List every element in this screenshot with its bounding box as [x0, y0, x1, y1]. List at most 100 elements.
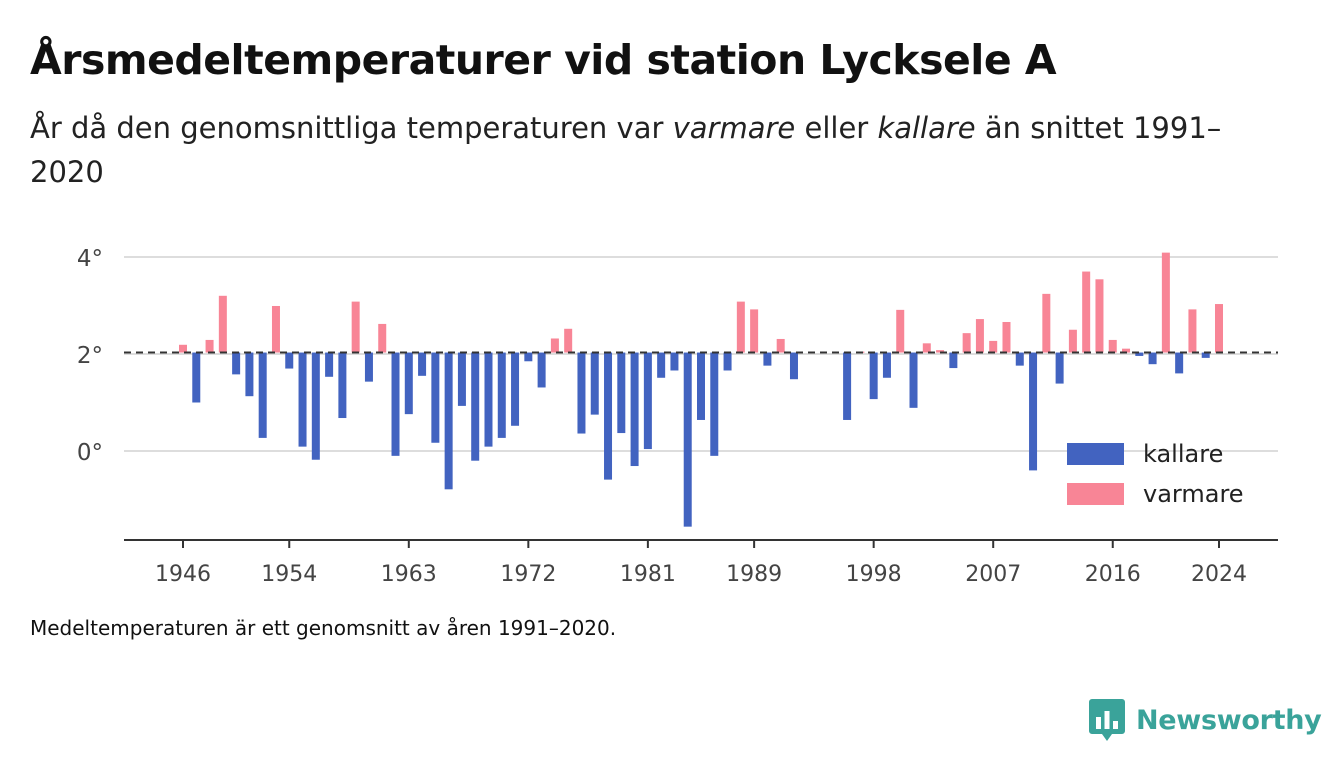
bar-warm: [1122, 348, 1131, 353]
bar-warm: [271, 305, 280, 353]
bar-cold: [537, 352, 546, 388]
bar-cold: [843, 352, 852, 420]
x-tick-label: 1954: [261, 562, 317, 587]
legend-swatch: [1067, 443, 1124, 465]
bar-cold: [604, 352, 613, 480]
bar-cold: [484, 352, 493, 447]
bar-cold: [471, 352, 480, 461]
bar-cold: [311, 352, 320, 460]
chart-subtitle: År då den genomsnittliga temperaturen va…: [30, 106, 1250, 194]
bar-warm: [975, 319, 984, 353]
bar-cold: [949, 352, 958, 369]
x-tick-label: 1981: [620, 562, 676, 587]
bar-cold: [1175, 352, 1184, 374]
bar-warm: [1161, 252, 1170, 353]
bar-cold: [683, 352, 692, 527]
bar-cold: [763, 352, 772, 366]
legend-swatch: [1067, 483, 1124, 505]
bar-cold: [1148, 352, 1157, 365]
y-tick-label: 0°: [77, 440, 103, 466]
x-tick-label: 2024: [1191, 562, 1247, 587]
y-tick-label: 2°: [77, 343, 103, 369]
bar-cold: [577, 352, 586, 434]
bar-cold: [325, 352, 334, 377]
bar-cold: [457, 352, 466, 406]
bar-warm: [564, 328, 573, 353]
bar-cold: [1015, 352, 1024, 366]
bar-warm: [218, 295, 227, 353]
bar-cold: [258, 352, 267, 438]
bar-cold: [524, 352, 533, 362]
x-tick-label: 2007: [965, 562, 1021, 587]
chart-title: Årsmedeltemperaturer vid station Lycksel…: [30, 36, 1057, 84]
subtitle-text-3: än snittet 1991–2020: [30, 111, 1222, 189]
brand-name: Newsworthy: [1136, 704, 1322, 736]
subtitle-text-2: eller: [795, 111, 878, 145]
bar-cold: [285, 352, 294, 369]
bar-warm: [922, 343, 931, 353]
bar-cold: [657, 352, 666, 378]
bar-warm: [179, 344, 187, 353]
bar-cold: [670, 352, 679, 371]
bar-warm: [776, 338, 785, 353]
bar-warm: [736, 301, 745, 353]
bar-cold: [497, 352, 506, 438]
bar-cold: [404, 352, 413, 415]
bar-warm: [1042, 293, 1051, 353]
bar-chart: 0° 2° 4° 1946 1954 1963 1972 1981 1989 1998 2007 20…: [77, 246, 1278, 587]
bar-cold: [1029, 352, 1038, 471]
bar-warm: [550, 338, 559, 353]
bar-cold: [391, 352, 400, 456]
bar-warm: [962, 333, 971, 353]
bar-warm: [1188, 309, 1197, 353]
newsworthy-logo-icon: [1089, 699, 1125, 741]
bar-warm: [351, 301, 360, 353]
bar-cold: [1201, 352, 1210, 358]
bar-cold: [882, 352, 891, 378]
bar-cold: [697, 352, 705, 420]
bar-cold: [630, 352, 639, 467]
legend-label: varmare: [1143, 480, 1244, 508]
bar-cold: [431, 352, 440, 443]
bar-warm: [1002, 321, 1011, 353]
bar-cold: [364, 352, 373, 382]
bar-warm: [750, 309, 759, 353]
subtitle-cold-word: kallare: [877, 111, 976, 145]
bar-cold: [444, 352, 453, 490]
bar-warm: [896, 309, 905, 353]
bar-cold: [245, 352, 254, 397]
x-tick-label: 1946: [155, 562, 211, 587]
legend-label: kallare: [1143, 440, 1223, 468]
brand-logo: Newsworthy: [1088, 697, 1322, 743]
bar-cold: [590, 352, 599, 415]
bar-cold: [338, 352, 347, 419]
bar-cold: [869, 352, 878, 400]
bar-cold: [789, 352, 798, 380]
bar-warm: [1215, 304, 1223, 353]
bar-cold: [1055, 352, 1064, 384]
bar-warm: [1082, 271, 1091, 353]
bar-cold: [232, 352, 241, 375]
bar-warm: [936, 350, 945, 353]
bar-cold: [418, 352, 427, 376]
bar-cold: [1135, 352, 1144, 356]
x-tick-label: 1972: [500, 562, 556, 587]
x-tick-label: 1998: [846, 562, 902, 587]
bar-cold: [710, 352, 719, 456]
x-tick-label: 1963: [381, 562, 437, 587]
subtitle-warm-word: varmare: [672, 111, 796, 145]
bar-warm: [989, 340, 998, 353]
bar-warm: [378, 323, 387, 353]
bar-cold: [511, 352, 520, 426]
bar-cold: [617, 352, 626, 434]
bar-cold: [643, 352, 652, 450]
bar-cold: [298, 352, 307, 447]
bar-cold: [909, 352, 918, 408]
bar-warm: [1068, 329, 1077, 353]
bar-cold: [723, 352, 732, 371]
chart-note: Medeltemperaturen är ett genomsnitt av å…: [30, 616, 617, 640]
bar-warm: [205, 339, 214, 353]
y-tick-label: 4°: [77, 246, 103, 272]
x-tick-label: 1989: [726, 562, 782, 587]
x-tick-label: 2016: [1085, 562, 1141, 587]
